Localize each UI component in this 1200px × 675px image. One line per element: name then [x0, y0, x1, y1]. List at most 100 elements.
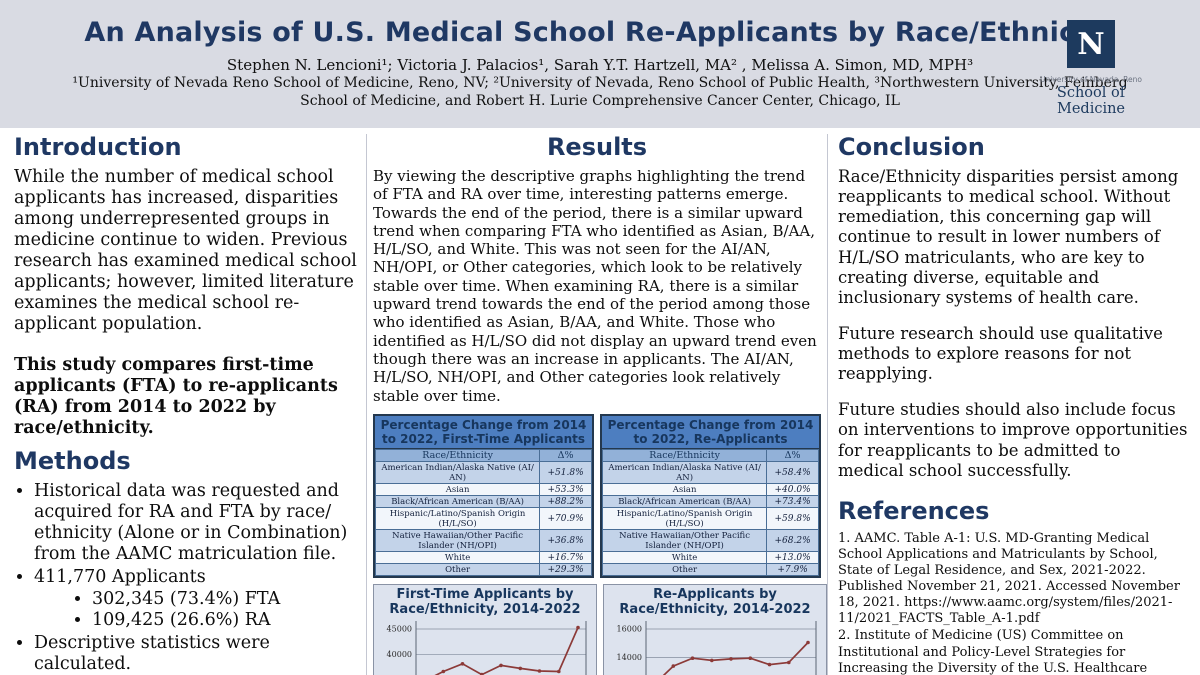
race-ethnicity-cell: Hispanic/Latino/Spanish Origin (H/L/SO): [374, 507, 541, 531]
column-conclusion-references: Conclusion Race/Ethnicity disparities pe…: [828, 128, 1190, 675]
introduction-paragraph: While the number of medical school appli…: [14, 167, 357, 334]
y-tick-label: 40000: [387, 650, 412, 659]
series-line-dark-red: [434, 627, 579, 675]
delta-percent-cell: +29.3%: [539, 563, 592, 577]
y-tick-label: 16000: [617, 625, 642, 634]
delta-percent-cell: +70.9%: [539, 507, 592, 531]
column-introduction-methods: Introduction While the number of medical…: [14, 128, 366, 675]
percentage-change-tables: Percentage Change from 2014 to 2022, Fir…: [373, 413, 821, 579]
page-title: An Analysis of U.S. Medical School Re-Ap…: [84, 17, 1116, 48]
references-heading: References: [838, 496, 990, 525]
table-col-header: Race/Ethnicity: [601, 449, 768, 463]
delta-percent-cell: +40.0%: [766, 483, 819, 497]
race-ethnicity-cell: Native Hawaiian/Other Pacific Islander (…: [374, 529, 541, 553]
column-divider-left: [366, 134, 367, 675]
percentage-change-table-2: Percentage Change from 2014 to 2022, Re-…: [600, 413, 821, 579]
data-point: [767, 663, 772, 667]
affiliations-line-2: School of Medicine, and Robert H. Lurie …: [300, 93, 900, 110]
data-point: [748, 656, 753, 661]
table-row: Black/African American (B/AA) +73.4%: [601, 495, 819, 509]
race-ethnicity-cell: Black/African American (B/AA): [374, 495, 541, 509]
data-point: [460, 662, 465, 666]
chart-canvas: 200002500030000350004000045000First-Time…: [387, 621, 587, 675]
table-row: American Indian/Alaska Native (AI/ AN) +5…: [601, 461, 819, 485]
race-ethnicity-cell: White: [374, 551, 541, 565]
data-point: [671, 664, 676, 669]
data-point: [729, 657, 733, 661]
methods-heading: Methods: [14, 447, 131, 475]
university-logo: N University of Nevada, Reno School of M…: [1026, 20, 1156, 117]
poster-body: Introduction While the number of medical…: [0, 128, 1200, 675]
table-col-header: Race/Ethnicity: [374, 449, 541, 463]
table-row: Hispanic/Latino/Spanish Origin (H/L/SO) +…: [601, 507, 819, 531]
conclusion-paragraph-2: Future research should use qualitative m…: [838, 323, 1163, 384]
table-row: American Indian/Alaska Native (AI/ AN) +5…: [374, 461, 592, 485]
y-tick-label: 14000: [617, 653, 642, 662]
delta-percent-cell: +7.9%: [766, 563, 819, 577]
table-row: White +13.0%: [601, 551, 819, 565]
data-point: [518, 666, 523, 671]
data-point: [441, 669, 446, 674]
delta-percent-cell: +58.4%: [766, 461, 819, 485]
delta-percent-cell: +88.2%: [539, 495, 592, 509]
methods-sub-bullet-1: 302,345 (73.4%) FTA: [92, 589, 360, 610]
race-ethnicity-cell: Hispanic/Latino/Spanish Origin (H/L/SO): [601, 507, 768, 531]
table-row: Black/African American (B/AA) +88.2%: [374, 495, 592, 509]
methods-list: Historical data was requested and acquir…: [14, 481, 360, 675]
table-row: Native Hawaiian/Other Pacific Islander (…: [374, 529, 592, 553]
data-point: [806, 640, 810, 645]
line-chart-2: Re-Applicants by Race/Ethnicity, 2014-20…: [603, 584, 827, 675]
column-divider-right: [827, 134, 828, 675]
chart-title: Re-Applicants by Race/Ethnicity, 2014-20…: [619, 587, 811, 617]
introduction-heading: Introduction: [14, 133, 182, 161]
trend-charts: First-Time Applicants by Race/Ethnicity,…: [373, 584, 827, 675]
data-point: [576, 625, 580, 630]
delta-percent-cell: +59.8%: [766, 507, 819, 531]
race-ethnicity-cell: American Indian/Alaska Native (AI/ AN): [374, 461, 541, 485]
table-row: Hispanic/Latino/Spanish Origin (H/L/SO) +…: [374, 507, 592, 531]
table-col-header: Δ%: [766, 449, 819, 463]
delta-percent-cell: +68.2%: [766, 529, 819, 553]
logo-university-text: University of Nevada, Reno: [1039, 75, 1143, 84]
nevada-n-icon: N: [1067, 20, 1115, 68]
delta-percent-cell: +36.8%: [539, 529, 592, 553]
table-row: Other +29.3%: [374, 563, 592, 577]
table-row: White +16.7%: [374, 551, 592, 565]
logo-letter: N: [1077, 26, 1105, 62]
race-ethnicity-cell: American Indian/Alaska Native (AI/ AN): [601, 461, 768, 485]
table-row: Asian +53.3%: [374, 483, 592, 497]
methods-bullet-2-label: 411,770 Applicants: [34, 567, 206, 587]
race-ethnicity-cell: Asian: [374, 483, 541, 497]
authors-line: Stephen N. Lencioni¹; Victoria J. Palaci…: [226, 56, 974, 74]
data-point: [537, 669, 542, 674]
chart-canvas: 800010000120001400016000of Re-Applicants: [617, 621, 817, 675]
delta-percent-cell: +53.3%: [539, 483, 592, 497]
delta-percent-cell: +13.0%: [766, 551, 819, 565]
line-chart-1: First-Time Applicants by Race/Ethnicity,…: [373, 584, 597, 675]
percentage-change-table-1: Percentage Change from 2014 to 2022, Fir…: [373, 413, 594, 579]
data-point: [787, 660, 791, 665]
affiliations-line-1: ¹University of Nevada Reno School of Med…: [72, 75, 1128, 91]
race-ethnicity-cell: Other: [601, 563, 768, 577]
race-ethnicity-cell: Asian: [601, 483, 768, 497]
conclusion-paragraph-3: Future studies should also include focus…: [838, 400, 1188, 480]
conclusion-paragraph-1: Race/Ethnicity disparities persist among…: [838, 167, 1179, 307]
conclusion-heading: Conclusion: [838, 133, 985, 161]
results-heading: Results: [546, 133, 648, 161]
reference-item-2: 2. Institute of Medicine (US) Committee …: [838, 628, 1148, 675]
table-row: Other +7.9%: [601, 563, 819, 577]
race-ethnicity-cell: Other: [374, 563, 541, 577]
data-point: [690, 656, 695, 661]
table-row: Asian +40.0%: [601, 483, 819, 497]
delta-percent-cell: +51.8%: [539, 461, 592, 485]
chart-title: First-Time Applicants by Race/Ethnicity,…: [389, 587, 581, 617]
study-statement: This study compares first-time applicant…: [14, 355, 338, 438]
methods-bullet-2: 411,770 Applicants 302,345 (73.4%) FTA 1…: [34, 567, 360, 631]
results-paragraph: By viewing the descriptive graphs highli…: [373, 167, 817, 405]
delta-percent-cell: +16.7%: [539, 551, 592, 565]
race-ethnicity-cell: Black/African American (B/AA): [601, 495, 768, 509]
table-col-header: Δ%: [539, 449, 592, 463]
table-title: Percentage Change from 2014 to 2022, Re-…: [602, 415, 819, 450]
data-point: [710, 658, 714, 663]
